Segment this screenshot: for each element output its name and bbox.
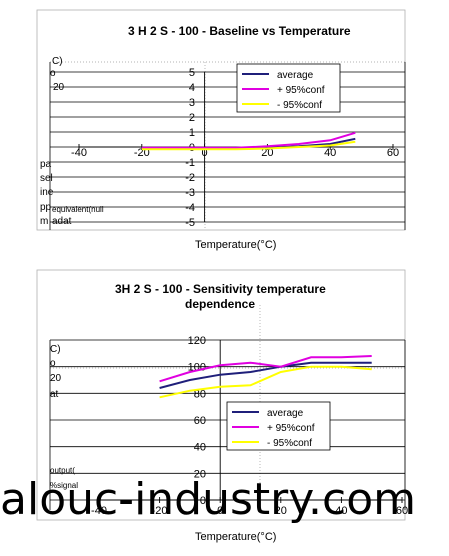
chart1-legend: average + 95%conf - 95%conf bbox=[236, 63, 341, 113]
c1-y-label-fragment: ine bbox=[40, 187, 54, 198]
c1-y-tick-label: 4 bbox=[189, 82, 195, 94]
c2-x-tick-label: -40 bbox=[91, 505, 107, 517]
c1-x-tick-label: 20 bbox=[261, 147, 273, 159]
c1-y-label-fragment: equivalent(null bbox=[52, 205, 104, 214]
c2-series-line-plus-95conf bbox=[159, 355, 372, 383]
c2-x-tick-label: 0 bbox=[217, 505, 223, 517]
c1-y-label-fragment: C) bbox=[52, 56, 63, 67]
c1-y-tick-label: 2 bbox=[189, 112, 195, 124]
c1-y-tick-label: 3 bbox=[189, 97, 195, 109]
c1-legend-label: average bbox=[277, 70, 314, 81]
c1-y-label-fragment: o bbox=[50, 68, 56, 79]
c1-x-tick-label: 0 bbox=[202, 147, 208, 159]
chart2-title: 3H 2 S - 100 - Sensitivity temperature bbox=[115, 282, 326, 296]
chart2-x-axis-label: Temperature(°C) bbox=[195, 531, 276, 543]
c2-series-line-minus-95conf bbox=[159, 365, 372, 399]
c1-x-tick-label: 40 bbox=[324, 147, 336, 159]
c2-x-tick-label: -20 bbox=[152, 505, 168, 517]
c2-y-tick-label: 60 bbox=[194, 415, 206, 427]
c2-legend-label: + 95%conf bbox=[267, 423, 315, 434]
c2-y-tick-label: 80 bbox=[194, 388, 206, 400]
c2-y-label-fragment: C) bbox=[50, 344, 61, 355]
c2-y-tick-label: 40 bbox=[194, 442, 206, 454]
c2-y-tick-label: 120 bbox=[188, 335, 206, 347]
c2-y-label-fragment: 20 bbox=[50, 373, 62, 384]
chart2-frame bbox=[36, 269, 406, 521]
c1-y-tick-label: 1 bbox=[189, 127, 195, 139]
baseline-chart: 3 H 2 S - 100 - Baseline vs Temperature … bbox=[36, 9, 406, 251]
c1-y-label-fragment: pp bbox=[40, 202, 52, 213]
chart1-frame bbox=[36, 9, 406, 231]
chart2-subtitle: dependence bbox=[185, 297, 255, 311]
c1-y-label-fragment: m bbox=[40, 216, 48, 227]
c1-legend-label: + 95%conf bbox=[277, 85, 325, 96]
c1-series-line-minus-95conf bbox=[141, 140, 356, 151]
sensitivity-chart: 3H 2 S - 100 - Sensitivity temperature d… bbox=[36, 269, 408, 543]
c1-y-tick-label: -1 bbox=[185, 157, 195, 169]
c1-y-tick-label: 5 bbox=[189, 67, 195, 79]
c1-y-tick-label: -5 bbox=[185, 217, 195, 229]
c1-series-line-plus-95conf bbox=[141, 131, 356, 149]
c2-y-label-fragment: output( bbox=[50, 466, 75, 475]
c2-y-label-fragment: %signal bbox=[50, 481, 78, 490]
c2-y-label-fragment: at bbox=[50, 389, 59, 400]
c1-y-label-fragment: sel bbox=[40, 173, 53, 184]
c1-y-label-fragment: 20 bbox=[53, 82, 65, 93]
c2-x-tick-label: 60 bbox=[396, 505, 408, 517]
c2-y-tick-label: 20 bbox=[194, 468, 206, 480]
c2-y-tick-label: 0 bbox=[200, 495, 206, 507]
c2-x-tick-label: 40 bbox=[335, 505, 347, 517]
c2-x-tick-label: 20 bbox=[275, 505, 287, 517]
chart2-legend: average + 95%conf - 95%conf bbox=[226, 401, 331, 451]
c1-x-tick-label: -40 bbox=[71, 147, 87, 159]
chart1-title: 3 H 2 S - 100 - Baseline vs Temperature bbox=[128, 24, 351, 38]
c2-y-label-fragment: o bbox=[50, 358, 56, 369]
c2-series-line-average bbox=[159, 361, 372, 389]
chart1-x-axis-label: Temperature(°C) bbox=[195, 239, 276, 251]
watermark-text: alouc-industry.com bbox=[0, 474, 416, 525]
c1-y-tick-label: -2 bbox=[185, 172, 195, 184]
c2-legend-label: average bbox=[267, 408, 304, 419]
c2-legend-label: - 95%conf bbox=[267, 438, 312, 449]
c1-legend-label: - 95%conf bbox=[277, 100, 322, 111]
c1-x-tick-label: 60 bbox=[387, 147, 399, 159]
c1-y-tick-label: -4 bbox=[185, 202, 195, 214]
c1-y-tick-label: -3 bbox=[185, 187, 195, 199]
c1-y-label-fragment: pa bbox=[40, 159, 52, 170]
c1-y-label-fragment: adat bbox=[52, 216, 72, 227]
